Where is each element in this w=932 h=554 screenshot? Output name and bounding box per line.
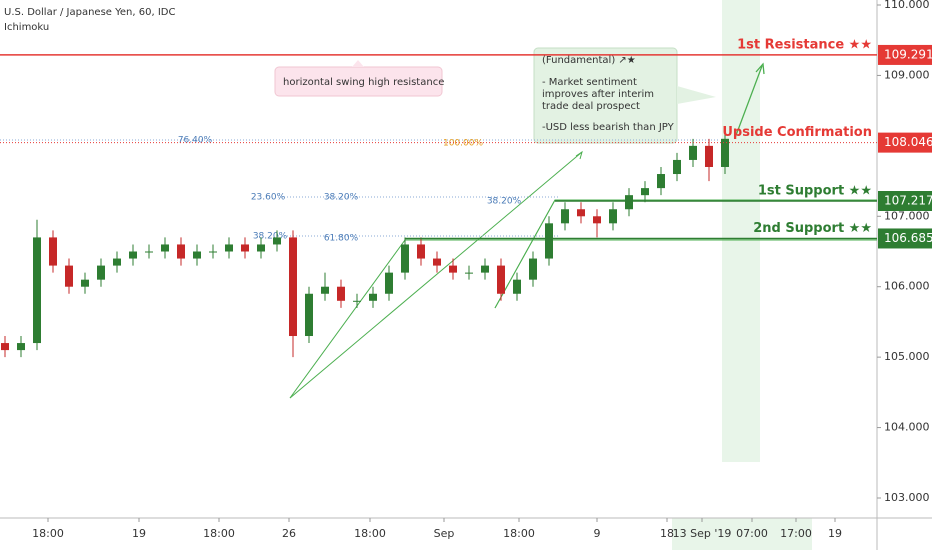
candle-body xyxy=(193,251,201,259)
level-name: Upside Confirmation xyxy=(722,125,872,140)
candle-body xyxy=(257,244,265,252)
candle-body xyxy=(177,244,185,259)
candle-body xyxy=(449,265,457,273)
y-tick-label: 105.000 xyxy=(884,350,930,363)
x-tick-label: 18:00 xyxy=(203,527,235,540)
candle-body xyxy=(529,258,537,280)
candle-body xyxy=(49,237,57,266)
candle-body xyxy=(657,174,665,189)
level-price: 109.291 xyxy=(884,47,932,61)
candle-body xyxy=(481,265,489,273)
indicator-name: Ichimoku xyxy=(4,22,49,33)
candle-body xyxy=(561,209,569,224)
x-tick-label: 18:00 xyxy=(503,527,535,540)
candle-body xyxy=(161,244,169,252)
candle-body xyxy=(33,237,41,344)
candle-body xyxy=(145,251,153,253)
y-tick-label: 107.000 xyxy=(884,209,930,222)
candle-body xyxy=(369,293,377,301)
axis-highlight xyxy=(672,518,812,550)
x-tick-label: 26 xyxy=(282,527,296,540)
candle-body xyxy=(305,293,313,337)
time-highlight xyxy=(722,0,760,462)
candle-body xyxy=(241,244,249,252)
candle-body xyxy=(129,251,137,259)
fib-label: 100.00% xyxy=(443,139,483,149)
y-tick-label: 109.000 xyxy=(884,68,930,81)
fundamental-text: improves after interim xyxy=(542,89,654,100)
x-tick-label: 18 xyxy=(660,527,674,540)
fundamental-pointer xyxy=(677,86,716,104)
candle-body xyxy=(593,216,601,224)
candle-body xyxy=(81,279,89,287)
candle-body xyxy=(401,244,409,273)
level-price: 106.685 xyxy=(884,231,932,245)
x-tick-label: 19 xyxy=(132,527,146,540)
x-tick-label: 19 xyxy=(828,527,842,540)
level-name: 1st Resistance ★★ xyxy=(737,37,872,52)
candle-body xyxy=(721,138,729,167)
fib-label: 38.20% xyxy=(253,232,288,242)
candle-body xyxy=(225,244,233,252)
level-price-box xyxy=(878,44,932,65)
y-tick-label: 104.000 xyxy=(884,421,930,434)
level-name: 1st Support ★★ xyxy=(758,184,872,199)
candle-body xyxy=(289,237,297,337)
candle-body xyxy=(577,209,585,217)
candle-body xyxy=(209,251,217,253)
candle-body xyxy=(273,237,281,245)
candle-body xyxy=(433,258,441,266)
candle-body xyxy=(641,188,649,196)
candle-body xyxy=(385,272,393,294)
candle-body xyxy=(113,258,121,266)
candle-body xyxy=(97,265,105,280)
fib-label: 23.60% xyxy=(251,193,286,203)
candle-body xyxy=(609,209,617,224)
y-tick-label: 106.000 xyxy=(884,280,930,293)
level-price-box xyxy=(878,228,932,249)
candle-body xyxy=(353,300,361,302)
level-price-box xyxy=(878,132,932,153)
fib-label: 76.40% xyxy=(178,136,213,146)
candle-body xyxy=(337,286,345,301)
y-tick-label: 103.000 xyxy=(884,491,930,504)
y-tick-label: 110.000 xyxy=(884,0,930,11)
x-tick-label: 18:00 xyxy=(354,527,386,540)
candle-body xyxy=(545,223,553,259)
note-pointer xyxy=(352,60,364,67)
candle-body xyxy=(321,286,329,294)
level-price: 107.217 xyxy=(884,194,932,208)
level-name: 2nd Support ★★ xyxy=(753,221,872,236)
fundamental-text: trade deal prospect xyxy=(542,101,640,112)
x-tick-label: 13 Sep '19 xyxy=(673,527,732,540)
note-text: horizontal swing high resistance xyxy=(283,77,444,88)
candle-body xyxy=(673,159,681,175)
level-price: 108.046 xyxy=(884,135,932,149)
symbol-title: U.S. Dollar / Japanese Yen, 60, IDC xyxy=(4,7,175,18)
candle-body xyxy=(465,272,473,274)
candle-body xyxy=(65,265,73,287)
x-tick-label: 18:00 xyxy=(32,527,64,540)
candle-body xyxy=(689,145,697,160)
x-tick-label: 07:00 xyxy=(736,527,768,540)
level-price-box xyxy=(878,191,932,212)
fundamental-text: -USD less bearish than JPY xyxy=(542,122,675,133)
x-tick-label: 9 xyxy=(594,527,601,540)
x-tick-label: 17:00 xyxy=(780,527,812,540)
fib-label: 61.80% xyxy=(324,234,359,244)
candle-body xyxy=(513,279,521,294)
candle-body xyxy=(417,244,425,259)
fib-label: 38.20% xyxy=(487,197,522,207)
x-tick-label: Sep xyxy=(434,527,455,540)
candle-body xyxy=(17,343,25,351)
fundamental-text: (Fundamental) ↗★ xyxy=(542,55,636,66)
fundamental-text: - Market sentiment xyxy=(542,77,637,88)
fib-label: 38.20% xyxy=(324,193,359,203)
candle-body xyxy=(1,343,9,351)
candle-body xyxy=(497,265,505,294)
candle-body xyxy=(705,145,713,167)
candle-body xyxy=(625,195,633,210)
